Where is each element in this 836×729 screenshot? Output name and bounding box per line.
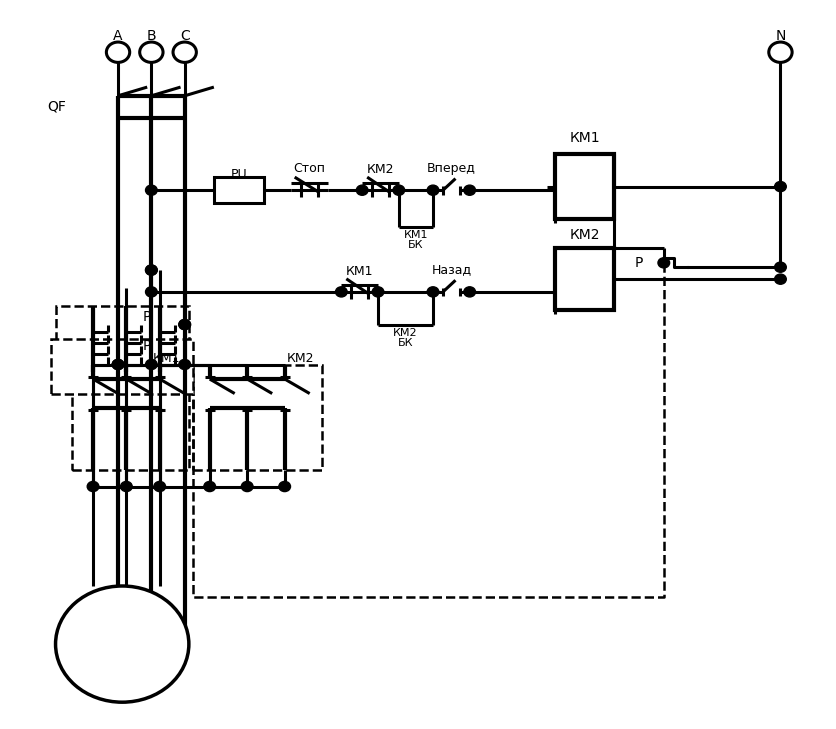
Text: КМ1: КМ1 <box>404 230 428 241</box>
Circle shape <box>335 286 347 297</box>
Bar <box>555 249 614 310</box>
Circle shape <box>145 265 157 275</box>
Text: КМ1: КМ1 <box>346 265 374 278</box>
Circle shape <box>372 286 384 297</box>
Text: КМ2: КМ2 <box>367 163 395 176</box>
Circle shape <box>769 42 793 63</box>
Circle shape <box>464 185 476 195</box>
Circle shape <box>427 185 439 195</box>
Text: М: М <box>111 632 133 656</box>
Text: КМ1: КМ1 <box>153 352 181 365</box>
Circle shape <box>204 481 216 491</box>
Bar <box>193 364 322 469</box>
Circle shape <box>775 182 787 192</box>
Text: QF: QF <box>47 100 66 114</box>
Bar <box>51 339 193 394</box>
Circle shape <box>775 262 787 272</box>
Text: БК: БК <box>408 241 424 250</box>
Bar <box>55 306 189 372</box>
Circle shape <box>242 481 253 491</box>
Circle shape <box>140 42 163 63</box>
Circle shape <box>279 481 291 491</box>
Text: Р: Р <box>143 339 151 354</box>
Circle shape <box>179 319 191 330</box>
Text: КМ1: КМ1 <box>569 131 600 145</box>
Text: N: N <box>775 29 786 43</box>
Circle shape <box>775 274 787 284</box>
Circle shape <box>179 359 191 370</box>
Bar <box>214 177 264 203</box>
Circle shape <box>179 319 191 330</box>
Circle shape <box>112 359 124 370</box>
Circle shape <box>112 359 124 370</box>
Circle shape <box>87 481 99 491</box>
Circle shape <box>55 586 189 702</box>
Text: Стоп: Стоп <box>293 162 326 175</box>
Text: КМ2: КМ2 <box>287 352 314 365</box>
Text: КМ2: КМ2 <box>569 228 600 242</box>
Text: КМ2: КМ2 <box>393 328 418 338</box>
Circle shape <box>658 258 670 268</box>
Circle shape <box>173 42 196 63</box>
Text: Назад: Назад <box>431 264 472 276</box>
Text: B: B <box>146 29 156 43</box>
Circle shape <box>145 265 157 275</box>
Circle shape <box>427 286 439 297</box>
Circle shape <box>106 42 130 63</box>
Circle shape <box>464 286 476 297</box>
Text: C: C <box>180 29 190 43</box>
Circle shape <box>145 359 157 370</box>
Text: PU: PU <box>231 168 247 181</box>
Text: A: A <box>114 29 123 43</box>
Bar <box>72 364 189 469</box>
Text: Вперед: Вперед <box>427 162 476 175</box>
Bar <box>555 154 614 219</box>
Circle shape <box>145 286 157 297</box>
Text: БК: БК <box>398 338 413 348</box>
Circle shape <box>145 185 157 195</box>
Circle shape <box>356 185 368 195</box>
Circle shape <box>154 481 166 491</box>
Text: Р: Р <box>142 311 150 324</box>
Text: Р: Р <box>635 256 643 270</box>
Circle shape <box>120 481 132 491</box>
Circle shape <box>393 185 405 195</box>
